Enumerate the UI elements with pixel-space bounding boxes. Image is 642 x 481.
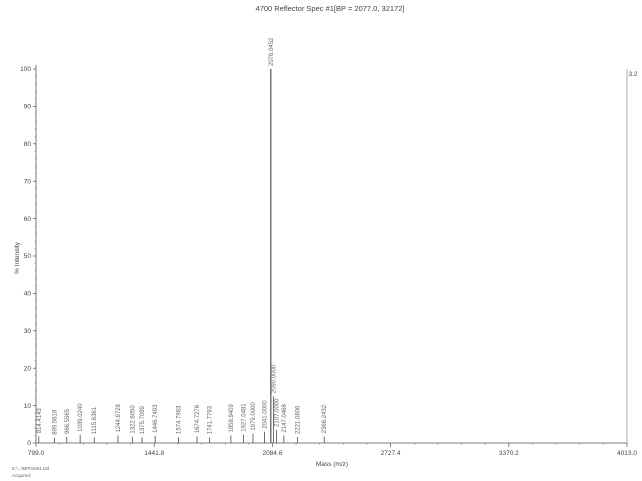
y-tick-label: 80 (24, 141, 32, 148)
peak-label-2366.2432: 2366.2432 (322, 404, 328, 433)
peak-label-1858.9409: 1858.9409 (229, 403, 235, 432)
peak-label-2147.0468: 2147.0468 (282, 403, 288, 432)
chart-title: 4700 Reflector Spec #1[BP = 2077.0, 3217… (256, 4, 405, 13)
peak-label-2107.0000: 2107.0000 (275, 398, 281, 427)
x-tick-label: 799.0 (28, 450, 45, 457)
peak-label-2090.0000: 2090.0000 (271, 364, 277, 393)
peak-label-1039.0240: 1039.0240 (78, 403, 84, 432)
y-tick-label: 10 (24, 403, 32, 410)
x-axis-title: Mass (m/z) (316, 461, 348, 468)
x-tick-label: 1441.8 (144, 450, 164, 457)
y-tick-label: 70 (24, 178, 32, 185)
y-tick-label: 90 (24, 104, 32, 111)
peak-label-1375.7089: 1375.7089 (140, 405, 146, 434)
peak-label-1322.6050: 1322.6050 (130, 405, 136, 434)
peak-label-1446.7493: 1446.7493 (153, 404, 159, 433)
peak-label-2041.0000: 2041.0000 (262, 400, 268, 429)
peak-label-814.4143: 814.4143 (37, 408, 43, 434)
x-tick-label: 3370.2 (499, 450, 519, 457)
peak-label-1927.0481: 1927.0481 (241, 403, 247, 432)
peak-label-1741.7793: 1741.7793 (207, 405, 213, 434)
y-tick-label: 50 (24, 253, 32, 260)
peak-label-1115.6361: 1115.6361 (92, 406, 98, 434)
y-tick-label: 30 (24, 328, 32, 335)
y-tick-label: 40 (24, 291, 32, 298)
y-tick-label: 20 (24, 365, 32, 372)
peak-label-1574.7983: 1574.7983 (177, 405, 183, 434)
peak-label-1674.7276: 1674.7276 (195, 404, 201, 433)
peak-label-2221.0806: 2221.0806 (295, 405, 301, 434)
x-tick-label: 4013.0 (617, 450, 637, 457)
peak-label-2076.0452: 2076.0452 (269, 37, 275, 66)
peak-label-966.5565: 966.5565 (65, 408, 71, 434)
y-axis-title: % Intensity (14, 241, 21, 274)
x-tick-label: 2084.6 (262, 450, 282, 457)
x-tick-label: 2727.4 (381, 450, 401, 457)
y-tick-label: 60 (24, 216, 32, 223)
y-tick-label: 0 (27, 440, 31, 447)
peak-label-1244.6728: 1244.6728 (116, 403, 122, 432)
right-max-label: 3.2 (628, 71, 637, 78)
peak-label-899.5618: 899.5618 (52, 409, 58, 435)
y-tick-label: 100 (20, 66, 31, 73)
peak-label-1979.0000: 1979.0000 (251, 402, 257, 431)
footer-file-path: E:\...\MP01661.t2d (12, 466, 50, 471)
footer-acquired: Acquired: (12, 473, 31, 478)
